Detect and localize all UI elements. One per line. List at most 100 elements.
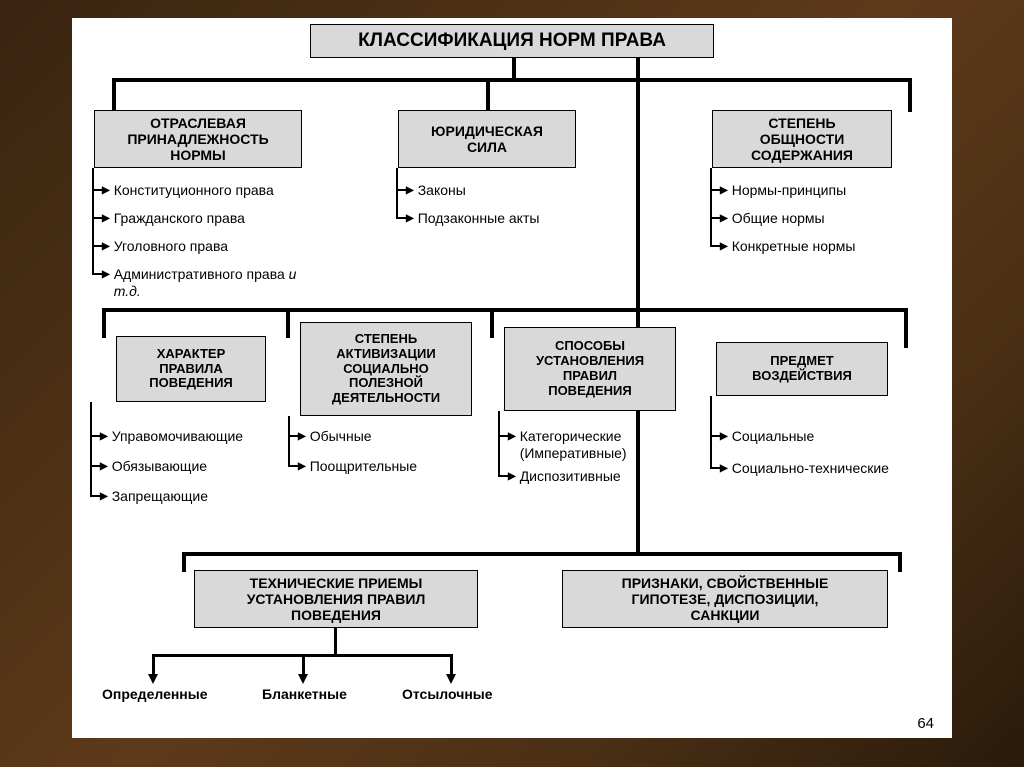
node-c3: СТЕПЕНЬ ОБЩНОСТИ СОДЕРЖАНИЯ: [712, 110, 892, 168]
list-item: ▶ Социальные: [720, 428, 900, 445]
node-c8: ТЕХНИЧЕСКИЕ ПРИЕМЫ УСТАНОВЛЕНИЯ ПРАВИЛ П…: [194, 570, 478, 628]
list-item: ▶ Административного права и т.д.: [102, 266, 302, 300]
arrow-icon: ▶: [720, 431, 728, 442]
item-tick-c3-1: [710, 217, 720, 219]
arrow-icon: ▶: [406, 185, 414, 196]
leaf-label: Отсылочные: [402, 686, 493, 702]
arrow-icon: ▶: [102, 241, 110, 252]
item-stub-c6: [498, 411, 500, 476]
arrow-icon: ▶: [102, 185, 110, 196]
conn-vc3: [908, 78, 912, 112]
item-label: Социально-технические: [732, 460, 889, 477]
item-label: Диспозитивные: [520, 468, 621, 485]
conn-hbus3: [182, 552, 902, 556]
arrow-icon: ▶: [102, 213, 110, 224]
conn-hbus2: [102, 308, 908, 312]
list-item: ▶Управомочивающие: [100, 428, 290, 445]
conn-root-down: [512, 58, 516, 80]
item-label: Общие нормы: [732, 210, 825, 227]
arrow-c8-l2: [298, 674, 308, 684]
item-tick-c4-2: [90, 495, 100, 497]
item-label: Запрещающие: [112, 488, 208, 505]
conn-c8-l1: [152, 654, 155, 676]
conn-vc5: [286, 308, 290, 338]
list-item: ▶ Обязывающие: [100, 458, 290, 475]
arrow-icon: ▶: [720, 463, 728, 474]
item-label: Законы: [418, 182, 466, 199]
list-item: ▶Категорические (Императивные): [508, 428, 688, 462]
root-node: КЛАССИФИКАЦИЯ НОРМ ПРАВА: [310, 24, 714, 58]
item-tick-c6-0: [498, 435, 508, 437]
list-item: ▶ Гражданского права: [102, 210, 302, 227]
node-c2: ЮРИДИЧЕСКАЯ СИЛА: [398, 110, 576, 168]
arrow-icon: ▶: [720, 241, 728, 252]
item-label: Подзаконные акты: [418, 210, 540, 227]
item-tick-c7-1: [710, 467, 720, 469]
arrow-icon: ▶: [298, 461, 306, 472]
arrow-icon: ▶: [100, 491, 108, 502]
item-stub-c1: [92, 168, 94, 274]
item-tick-c1-1: [92, 217, 102, 219]
conn-vc6: [490, 308, 494, 338]
arrow-icon: ▶: [100, 461, 108, 472]
conn-vc2: [486, 78, 490, 112]
item-tick-c3-2: [710, 245, 720, 247]
conn-vc9: [898, 552, 902, 572]
conn-vc8: [182, 552, 186, 572]
list-item: ▶ Подзаконные акты: [406, 210, 606, 227]
conn-vc7: [904, 308, 908, 348]
conn-vc4: [102, 308, 106, 338]
item-tick-c5-1: [288, 465, 298, 467]
arrow-icon: ▶: [720, 213, 728, 224]
item-label: Обязывающие: [112, 458, 207, 475]
item-label: Обычные: [310, 428, 372, 445]
node-c5: СТЕПЕНЬ АКТИВИЗАЦИИ СОЦИАЛЬНО ПОЛЕЗНОЙ Д…: [300, 322, 472, 416]
item-label: Административного права и т.д.: [114, 266, 302, 300]
page-number: 64: [917, 715, 934, 732]
arrow-icon: ▶: [508, 471, 516, 482]
item-label: Категорические (Императивные): [520, 428, 688, 462]
list-item: ▶ Общие нормы: [720, 210, 920, 227]
leaf-label: Определенные: [102, 686, 208, 702]
item-stub-c3: [710, 168, 712, 246]
arrow-icon: ▶: [102, 269, 110, 280]
item-label: Гражданского права: [114, 210, 245, 227]
list-item: ▶ Запрещающие: [100, 488, 290, 505]
list-item: ▶ Конкретные нормы: [720, 238, 920, 255]
item-tick-c3-0: [710, 189, 720, 191]
item-tick-c1-2: [92, 245, 102, 247]
item-label: Нормы-принципы: [732, 182, 846, 199]
list-item: ▶ Социально-технические: [720, 460, 900, 477]
item-tick-c1-0: [92, 189, 102, 191]
node-c1: ОТРАСЛЕВАЯ ПРИНАДЛЕЖНОСТЬ НОРМЫ: [94, 110, 302, 168]
arrow-icon: ▶: [720, 185, 728, 196]
conn-c8-down: [334, 628, 337, 656]
node-c4: ХАРАКТЕР ПРАВИЛА ПОВЕДЕНИЯ: [116, 336, 266, 402]
item-tick-c4-1: [90, 465, 100, 467]
list-item: ▶ Обычные: [298, 428, 478, 445]
conn-c8-l2: [302, 654, 305, 676]
item-stub-c4: [90, 402, 92, 496]
node-c7: ПРЕДМЕТ ВОЗДЕЙСТВИЯ: [716, 342, 888, 396]
leaf-label: Бланкетные: [262, 686, 347, 702]
node-c9: ПРИЗНАКИ, СВОЙСТВЕННЫЕ ГИПОТЕЗЕ, ДИСПОЗИ…: [562, 570, 888, 628]
list-item: ▶ Нормы-принципы: [720, 182, 920, 199]
item-label: Управомочивающие: [112, 428, 243, 445]
list-item: ▶ Диспозитивные: [508, 468, 688, 485]
list-item: ▶ Конституционного права: [102, 182, 302, 199]
item-label: Конкретные нормы: [732, 238, 856, 255]
item-stub-c7: [710, 396, 712, 468]
arrow-icon: ▶: [298, 431, 306, 442]
node-c6: СПОСОБЫ УСТАНОВЛЕНИЯ ПРАВИЛ ПОВЕДЕНИЯ: [504, 327, 676, 411]
arrow-icon: ▶: [406, 213, 414, 224]
item-tick-c6-1: [498, 475, 508, 477]
item-tick-c2-1: [396, 217, 406, 219]
conn-vc1: [112, 78, 116, 112]
conn-hbus1: [112, 78, 912, 82]
item-stub-c5: [288, 416, 290, 466]
list-item: ▶Уголовного права: [102, 238, 302, 255]
item-label: Социальные: [732, 428, 815, 445]
item-tick-c1-3: [92, 273, 102, 275]
item-label: Конституционного права: [114, 182, 274, 199]
item-tick-c5-0: [288, 435, 298, 437]
